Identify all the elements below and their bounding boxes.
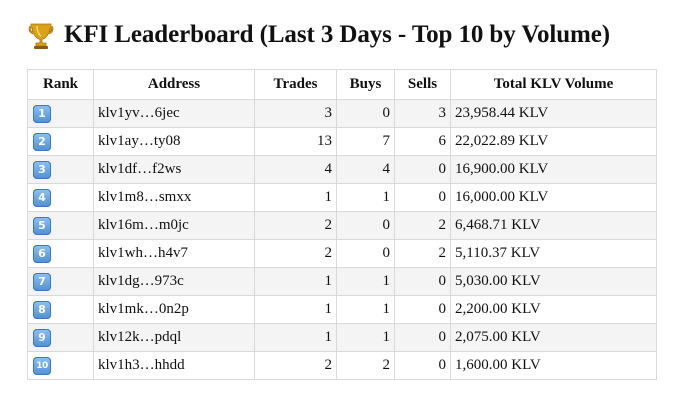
- trades-cell: 1: [254, 295, 337, 324]
- table-row: 10 klv1h3…hhdd 2 2 0 1,600.00 KLV: [27, 351, 657, 380]
- rank-badge-icon: 8: [33, 300, 51, 319]
- sells-cell: 0: [394, 295, 451, 324]
- table-row: 2 klv1ay…ty08 13 7 6 22,022.89 KLV: [27, 127, 657, 156]
- address-cell: klv1m8…smxx: [93, 183, 255, 212]
- sells-cell: 3: [394, 99, 451, 128]
- rank-cell: 2: [27, 127, 94, 156]
- sells-cell: 2: [394, 239, 451, 268]
- rank-badge-icon: 10: [33, 356, 51, 375]
- rank-cell: 1: [27, 99, 94, 128]
- buys-cell: 0: [336, 239, 395, 268]
- rank-cell: 10: [27, 351, 94, 380]
- volume-cell: 1,600.00 KLV: [450, 351, 657, 380]
- table-row: 1 klv1yv…6jec 3 0 3 23,958.44 KLV: [27, 99, 657, 128]
- rank-badge-icon: 9: [33, 328, 51, 347]
- header-trades: Trades: [254, 69, 337, 100]
- volume-cell: 6,468.71 KLV: [450, 211, 657, 240]
- page-title: KFI Leaderboard (Last 3 Days - Top 10 by…: [27, 17, 610, 53]
- header-address: Address: [93, 69, 255, 100]
- header-row: Rank Address Trades Buys Sells Total KLV…: [27, 69, 657, 100]
- address-cell: klv1mk…0n2p: [93, 295, 255, 324]
- volume-cell: 5,110.37 KLV: [450, 239, 657, 268]
- table-row: 7 klv1dg…973c 1 1 0 5,030.00 KLV: [27, 267, 657, 296]
- trades-cell: 2: [254, 211, 337, 240]
- trades-cell: 4: [254, 155, 337, 184]
- sells-cell: 2: [394, 211, 451, 240]
- trades-cell: 1: [254, 183, 337, 212]
- rank-cell: 6: [27, 239, 94, 268]
- address-cell: klv1wh…h4v7: [93, 239, 255, 268]
- header-rank: Rank: [27, 69, 94, 100]
- table-row: 4 klv1m8…smxx 1 1 0 16,000.00 KLV: [27, 183, 657, 212]
- table-row: 9 klv12k…pdql 1 1 0 2,075.00 KLV: [27, 323, 657, 352]
- sells-cell: 0: [394, 183, 451, 212]
- rank-cell: 8: [27, 295, 94, 324]
- buys-cell: 0: [336, 99, 395, 128]
- trades-cell: 2: [254, 351, 337, 380]
- buys-cell: 1: [336, 323, 395, 352]
- volume-cell: 16,900.00 KLV: [450, 155, 657, 184]
- address-cell: klv1ay…ty08: [93, 127, 255, 156]
- buys-cell: 1: [336, 295, 395, 324]
- address-cell: klv1h3…hhdd: [93, 351, 255, 380]
- trades-cell: 2: [254, 239, 337, 268]
- buys-cell: 1: [336, 267, 395, 296]
- rank-badge-icon: 4: [33, 188, 51, 207]
- header-sells: Sells: [394, 69, 451, 100]
- table-row: 3 klv1df…f2ws 4 4 0 16,900.00 KLV: [27, 155, 657, 184]
- header-buys: Buys: [336, 69, 395, 100]
- buys-cell: 1: [336, 183, 395, 212]
- sells-cell: 0: [394, 351, 451, 380]
- buys-cell: 4: [336, 155, 395, 184]
- rank-badge-icon: 6: [33, 244, 51, 263]
- rank-cell: 7: [27, 267, 94, 296]
- address-cell: klv1dg…973c: [93, 267, 255, 296]
- table-row: 5 klv16m…m0jc 2 0 2 6,468.71 KLV: [27, 211, 657, 240]
- address-cell: klv16m…m0jc: [93, 211, 255, 240]
- trades-cell: 3: [254, 99, 337, 128]
- volume-cell: 22,022.89 KLV: [450, 127, 657, 156]
- sells-cell: 0: [394, 323, 451, 352]
- volume-cell: 2,075.00 KLV: [450, 323, 657, 352]
- sells-cell: 0: [394, 267, 451, 296]
- address-cell: klv1yv…6jec: [93, 99, 255, 128]
- address-cell: klv12k…pdql: [93, 323, 255, 352]
- rank-badge-icon: 3: [33, 160, 51, 179]
- buys-cell: 2: [336, 351, 395, 380]
- volume-cell: 2,200.00 KLV: [450, 295, 657, 324]
- sells-cell: 0: [394, 155, 451, 184]
- rank-badge-icon: 5: [33, 216, 51, 235]
- rank-cell: 9: [27, 323, 94, 352]
- rank-cell: 5: [27, 211, 94, 240]
- rank-badge-icon: 7: [33, 272, 51, 291]
- rank-cell: 4: [27, 183, 94, 212]
- title-text: KFI Leaderboard (Last 3 Days - Top 10 by…: [64, 21, 610, 48]
- address-cell: klv1df…f2ws: [93, 155, 255, 184]
- buys-cell: 0: [336, 211, 395, 240]
- sells-cell: 6: [394, 127, 451, 156]
- table-row: 6 klv1wh…h4v7 2 0 2 5,110.37 KLV: [27, 239, 657, 268]
- rank-badge-icon: 1: [33, 104, 51, 123]
- leaderboard-table: Rank Address Trades Buys Sells Total KLV…: [27, 69, 657, 380]
- volume-cell: 5,030.00 KLV: [450, 267, 657, 296]
- volume-cell: 16,000.00 KLV: [450, 183, 657, 212]
- buys-cell: 7: [336, 127, 395, 156]
- table-row: 8 klv1mk…0n2p 1 1 0 2,200.00 KLV: [27, 295, 657, 324]
- trades-cell: 1: [254, 267, 337, 296]
- trades-cell: 1: [254, 323, 337, 352]
- trades-cell: 13: [254, 127, 337, 156]
- rank-cell: 3: [27, 155, 94, 184]
- header-volume: Total KLV Volume: [450, 69, 657, 100]
- rank-badge-icon: 2: [33, 132, 51, 151]
- volume-cell: 23,958.44 KLV: [450, 99, 657, 128]
- trophy-icon: [27, 20, 55, 50]
